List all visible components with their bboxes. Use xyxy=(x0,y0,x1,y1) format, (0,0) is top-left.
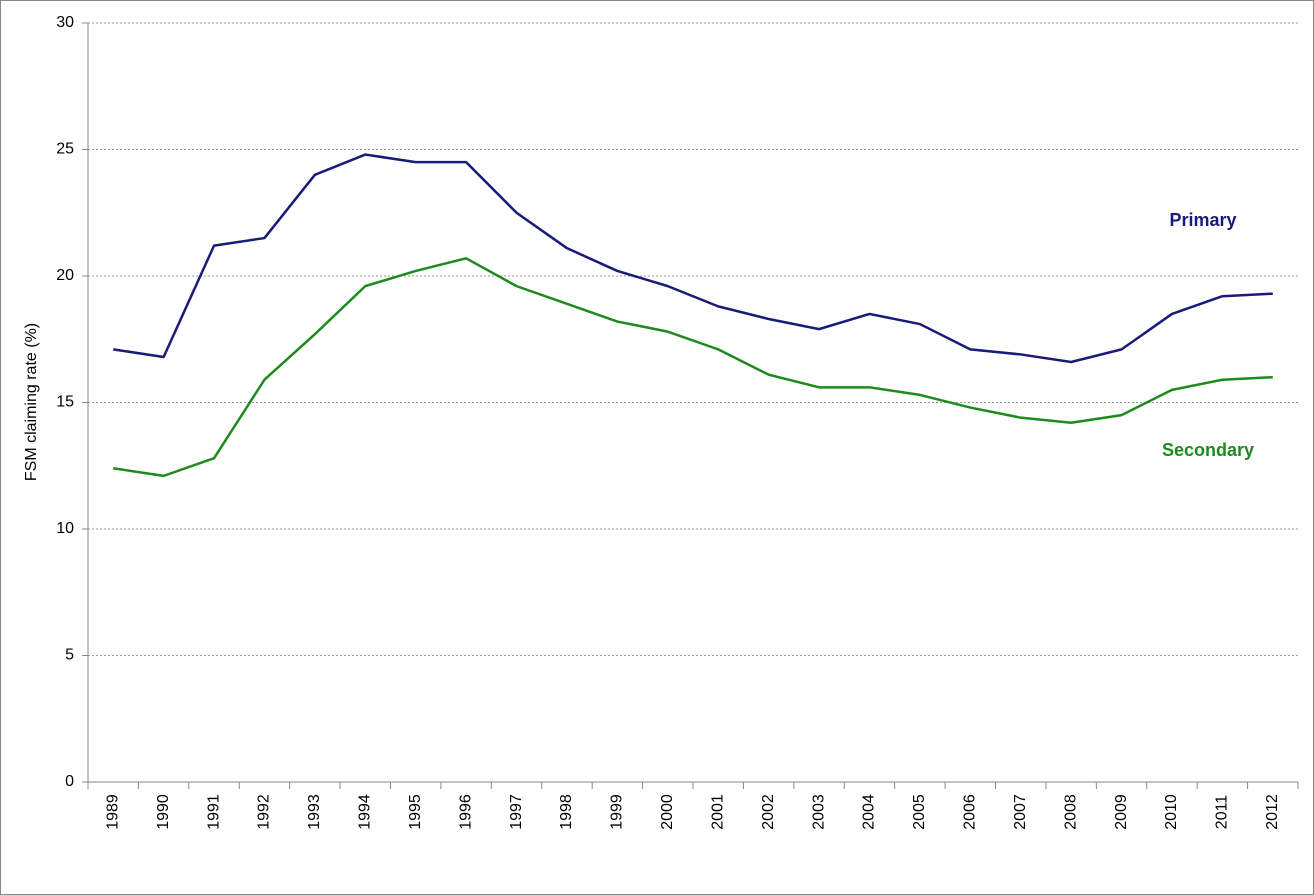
y-tick-label: 25 xyxy=(56,141,74,158)
x-tick-label: 2012 xyxy=(1264,794,1281,830)
x-tick-label: 1991 xyxy=(205,794,222,830)
x-tick-label: 1996 xyxy=(457,794,474,830)
y-tick-label: 5 xyxy=(65,647,74,664)
x-tick-label: 2003 xyxy=(810,794,827,830)
y-axis-label: FSM claiming rate (%) xyxy=(23,323,40,481)
x-tick-label: 1994 xyxy=(357,794,374,830)
y-tick-label: 30 xyxy=(56,14,74,31)
x-tick-label: 2002 xyxy=(760,794,777,830)
x-tick-label: 2011 xyxy=(1214,795,1231,830)
x-tick-label: 1998 xyxy=(558,794,575,830)
x-tick-label: 1995 xyxy=(407,794,424,830)
series-line xyxy=(113,257,1273,478)
x-tick-label: 1990 xyxy=(155,794,172,830)
x-tick-label: 1992 xyxy=(256,794,273,830)
series-label: Primary xyxy=(1169,210,1236,230)
x-tick-label: 1993 xyxy=(306,794,323,830)
y-tick-label: 20 xyxy=(56,267,74,284)
x-tick-label: 2010 xyxy=(1163,794,1180,830)
x-tick-label: 2001 xyxy=(709,794,726,830)
x-tick-label: 2004 xyxy=(861,794,878,830)
y-tick-label: 0 xyxy=(65,773,74,790)
x-tick-label: 2006 xyxy=(962,794,979,830)
x-tick-label: 2005 xyxy=(911,794,928,830)
series-label: Secondary xyxy=(1162,440,1254,460)
x-tick-label: 2000 xyxy=(659,794,676,830)
x-tick-label: 1999 xyxy=(609,794,626,830)
y-tick-label: 15 xyxy=(56,394,74,411)
x-tick-label: 1997 xyxy=(508,794,525,830)
series-line xyxy=(113,153,1273,364)
x-tick-label: 2007 xyxy=(1012,794,1029,830)
x-tick-label: 1989 xyxy=(104,794,121,830)
y-tick-label: 10 xyxy=(56,520,74,537)
x-tick-label: 2008 xyxy=(1062,794,1079,830)
x-tick-label: 2009 xyxy=(1113,794,1130,830)
